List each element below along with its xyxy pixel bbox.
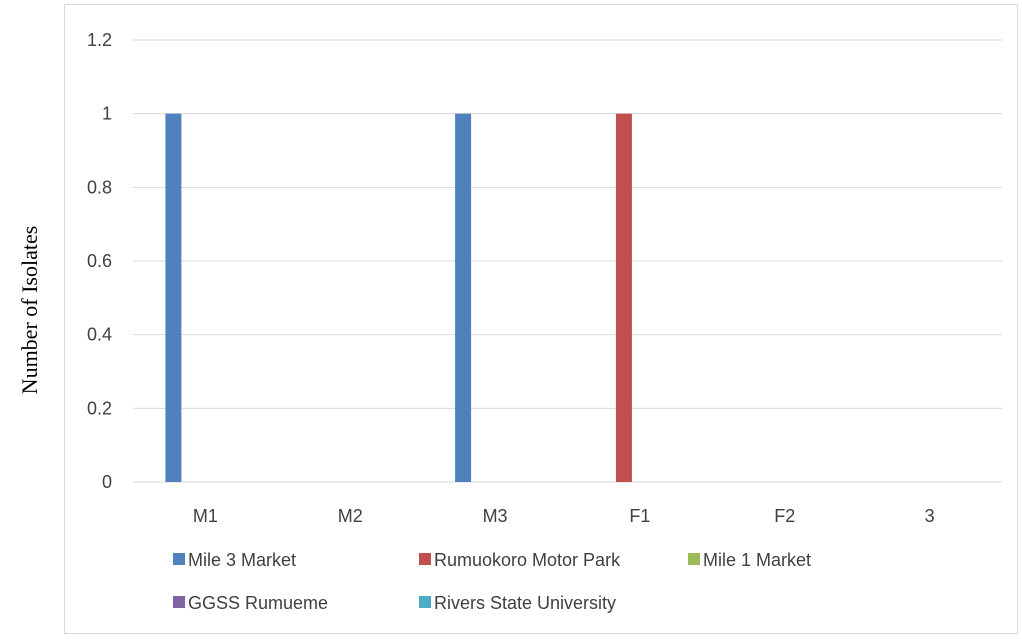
legend-label: Rivers State University xyxy=(434,593,616,613)
bars xyxy=(165,114,632,482)
x-tick-label: M1 xyxy=(193,506,218,526)
y-tick-label: 0.2 xyxy=(87,398,112,418)
x-tick-label: M3 xyxy=(483,506,508,526)
y-tick-label: 1.2 xyxy=(87,30,112,50)
bar xyxy=(455,114,471,482)
y-tick-label: 0.8 xyxy=(87,177,112,197)
bar xyxy=(616,114,632,482)
legend-swatch xyxy=(419,553,431,565)
x-tick-label: F1 xyxy=(629,506,650,526)
legend-label: Rumuokoro Motor Park xyxy=(434,550,621,570)
legend-swatch xyxy=(688,553,700,565)
legend-label: GGSS Rumueme xyxy=(188,593,328,613)
x-tick-label: M2 xyxy=(338,506,363,526)
y-tick-label: 0 xyxy=(102,472,112,492)
legend: Mile 3 Market Rumuokoro Motor Park Mile 1 … xyxy=(173,550,811,613)
legend-swatch xyxy=(419,596,431,608)
gridlines xyxy=(133,40,1002,482)
legend-swatch xyxy=(173,553,185,565)
bar xyxy=(165,114,181,482)
y-tick-label: 0.4 xyxy=(87,325,112,345)
x-tick-label: F2 xyxy=(774,506,795,526)
legend-label: Mile 3 Market xyxy=(188,550,296,570)
legend-label: Mile 1 Market xyxy=(703,550,811,570)
legend-swatch xyxy=(173,596,185,608)
x-axis-ticks: M1 M2 M3 F1 F2 3 xyxy=(193,506,935,526)
y-axis-ticks: 0 0.2 0.4 0.6 0.8 1 1.2 xyxy=(87,30,112,492)
x-tick-label: 3 xyxy=(925,506,935,526)
y-tick-label: 1 xyxy=(102,104,112,124)
y-tick-label: 0.6 xyxy=(87,251,112,271)
